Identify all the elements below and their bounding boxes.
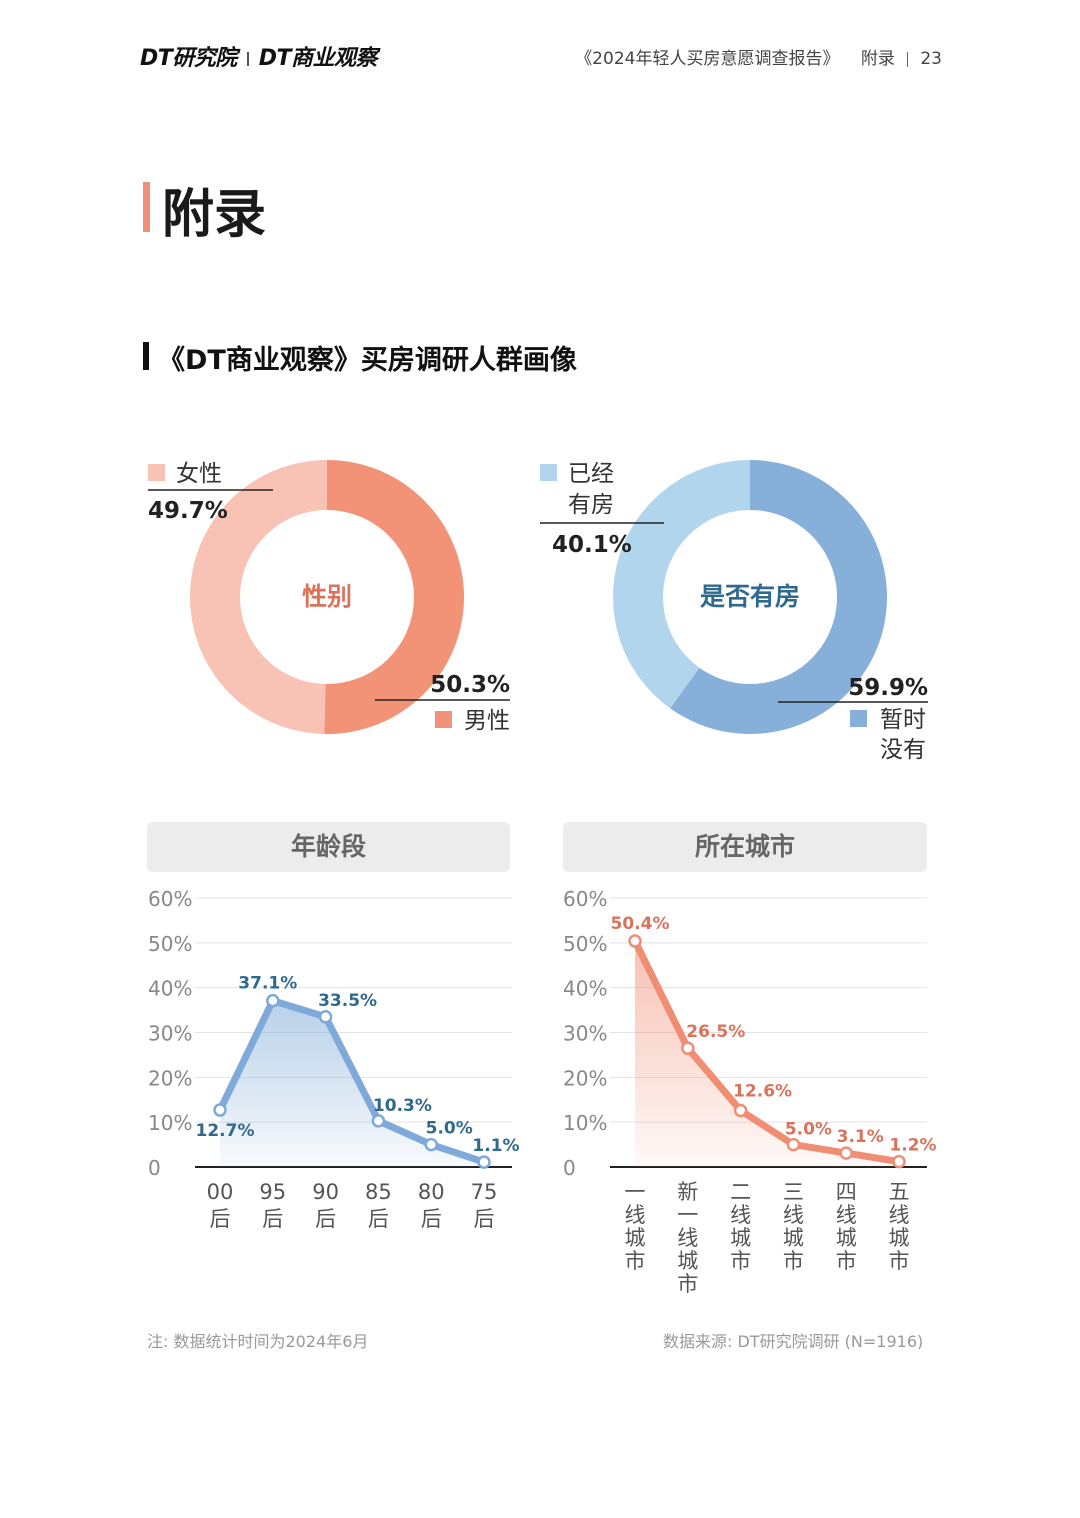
running-header: 《2024年轻人买房意愿调查报告》 附录 23 bbox=[575, 44, 942, 69]
section-name: 附录 bbox=[860, 49, 895, 69]
age-data-point bbox=[477, 1155, 491, 1169]
city-data-label: 26.5% bbox=[686, 1022, 745, 1042]
age-x-label: 85 后 bbox=[365, 1180, 392, 1231]
age-area-fill bbox=[220, 1000, 484, 1167]
city-data-label: 50.4% bbox=[611, 914, 670, 934]
age-ytick-label: 50% bbox=[148, 932, 192, 956]
legend-label-owned-line1: 已经 bbox=[568, 461, 614, 487]
city-data-label: 3.1% bbox=[837, 1127, 884, 1147]
city-data-point bbox=[892, 1154, 906, 1169]
city-data-label: 5.0% bbox=[785, 1120, 832, 1140]
age-x-label: 90 后 bbox=[312, 1180, 339, 1231]
age-x-label: 80 后 bbox=[418, 1180, 445, 1231]
title-accent-bar bbox=[143, 182, 150, 232]
age-data-label: 33.5% bbox=[318, 991, 377, 1011]
city-x-label: 三线城市 bbox=[783, 1180, 804, 1273]
footnote: 注: 数据统计时间为2024年6月 bbox=[147, 1332, 369, 1351]
city-series-line bbox=[631, 937, 903, 1166]
home-ownership-donut-chart: 是否有房 已经 有房 40.1% 59.9% 暂时 没有 bbox=[540, 460, 928, 763]
age-x-label: 75 后 bbox=[471, 1180, 498, 1231]
subtitle-accent-bar bbox=[143, 342, 149, 370]
city-chart-header: 所在城市 bbox=[563, 822, 927, 872]
report-title: 《2024年轻人买房意愿调查报告》 bbox=[575, 49, 840, 69]
age-data-point bbox=[318, 1010, 333, 1024]
city-ytick-label: 40% bbox=[563, 977, 607, 1001]
age-data-label: 10.3% bbox=[373, 1096, 432, 1116]
home-slice-0 bbox=[670, 460, 887, 734]
value-label-none: 59.9% bbox=[848, 675, 928, 701]
age-data-label: 1.1% bbox=[472, 1136, 519, 1156]
page-number: 23 bbox=[920, 49, 942, 69]
age-data-label: 5.0% bbox=[426, 1119, 473, 1139]
value-label-female: 49.7% bbox=[148, 498, 228, 524]
age-ytick-label: 0 bbox=[148, 1156, 161, 1180]
home-slice-1 bbox=[613, 460, 750, 709]
legend-label-owned-line2: 有房 bbox=[568, 492, 614, 518]
gender-slice-1 bbox=[189, 460, 327, 734]
value-label-male: 50.3% bbox=[430, 672, 510, 698]
city-data-point bbox=[839, 1146, 853, 1160]
city-ytick-label: 50% bbox=[563, 932, 607, 956]
city-x-label: 新一线城市 bbox=[677, 1180, 698, 1296]
city-ytick-label: 0 bbox=[563, 1156, 576, 1180]
city-x-label: 一线城市 bbox=[625, 1180, 646, 1273]
legend-swatch-none bbox=[850, 710, 867, 727]
city-data-point bbox=[733, 1103, 748, 1118]
city-x-label: 二线城市 bbox=[730, 1180, 751, 1273]
age-ytick-label: 60% bbox=[148, 887, 192, 911]
city-area-chart: 0 10% 20% 30% 40% 50% 60%50.4% 26.5% 12.6% 5.0% 3.… bbox=[563, 887, 937, 1296]
legend-swatch-owned bbox=[540, 464, 557, 481]
city-data-point bbox=[786, 1137, 801, 1152]
header-divider bbox=[906, 51, 909, 67]
age-data-label: 12.7% bbox=[196, 1121, 255, 1141]
legend-label-female: 女性 bbox=[176, 461, 222, 487]
city-ytick-label: 10% bbox=[563, 1111, 607, 1135]
page-title: 附录 bbox=[162, 185, 267, 245]
city-area-fill bbox=[635, 941, 899, 1167]
age-chart-header: 年龄段 bbox=[147, 822, 510, 872]
gender-chart-title: 性别 bbox=[302, 582, 352, 611]
age-data-point bbox=[371, 1114, 386, 1128]
home-chart-title: 是否有房 bbox=[700, 582, 800, 611]
legend-swatch-female bbox=[148, 464, 165, 481]
age-x-label: 95 后 bbox=[259, 1180, 286, 1231]
gender-donut-chart: 性别 女性 49.7% 50.3% 男性 bbox=[148, 460, 510, 734]
section-subtitle: 《DT商业观察》买房调研人群画像 bbox=[158, 345, 577, 376]
age-data-point bbox=[424, 1137, 438, 1152]
age-series-line bbox=[216, 997, 488, 1166]
city-ytick-label: 20% bbox=[563, 1066, 607, 1090]
city-data-label: 12.6% bbox=[733, 1082, 792, 1102]
age-x-label: 00 后 bbox=[207, 1180, 234, 1231]
value-label-owned: 40.1% bbox=[552, 532, 632, 558]
gender-slice-0 bbox=[324, 460, 464, 734]
legend-swatch-male bbox=[435, 711, 452, 728]
legend-label-none-line1: 暂时 bbox=[880, 707, 926, 733]
logo-dt-business: DT商业观察 bbox=[258, 46, 378, 71]
age-ytick-label: 30% bbox=[148, 1022, 192, 1046]
age-ytick-label: 10% bbox=[148, 1111, 192, 1135]
brand-logo: DT研究院 DT商业观察 bbox=[140, 40, 378, 72]
city-ytick-label: 30% bbox=[563, 1022, 607, 1046]
data-source: 数据来源: DT研究院调研 (N=1916) bbox=[663, 1332, 924, 1351]
city-x-label: 四线城市 bbox=[836, 1180, 857, 1273]
legend-label-none-line2: 没有 bbox=[880, 737, 926, 763]
city-data-point bbox=[628, 934, 642, 948]
age-data-point bbox=[213, 1103, 227, 1117]
logo-dt-research: DT研究院 bbox=[140, 46, 237, 71]
age-ytick-label: 40% bbox=[148, 977, 192, 1001]
age-data-label: 37.1% bbox=[238, 974, 297, 994]
logo-divider bbox=[246, 52, 249, 66]
city-data-label: 1.2% bbox=[889, 1136, 936, 1156]
city-x-label: 五线城市 bbox=[889, 1180, 910, 1273]
legend-label-male: 男性 bbox=[464, 708, 510, 734]
age-ytick-label: 20% bbox=[148, 1066, 192, 1090]
city-ytick-label: 60% bbox=[563, 887, 607, 911]
city-data-point bbox=[681, 1041, 695, 1055]
age-area-chart: 0 10% 20% 30% 40% 50% 60% 12.7% 37.1% 33.5% 10.3% 5… bbox=[148, 887, 520, 1231]
age-data-point bbox=[266, 993, 280, 1008]
